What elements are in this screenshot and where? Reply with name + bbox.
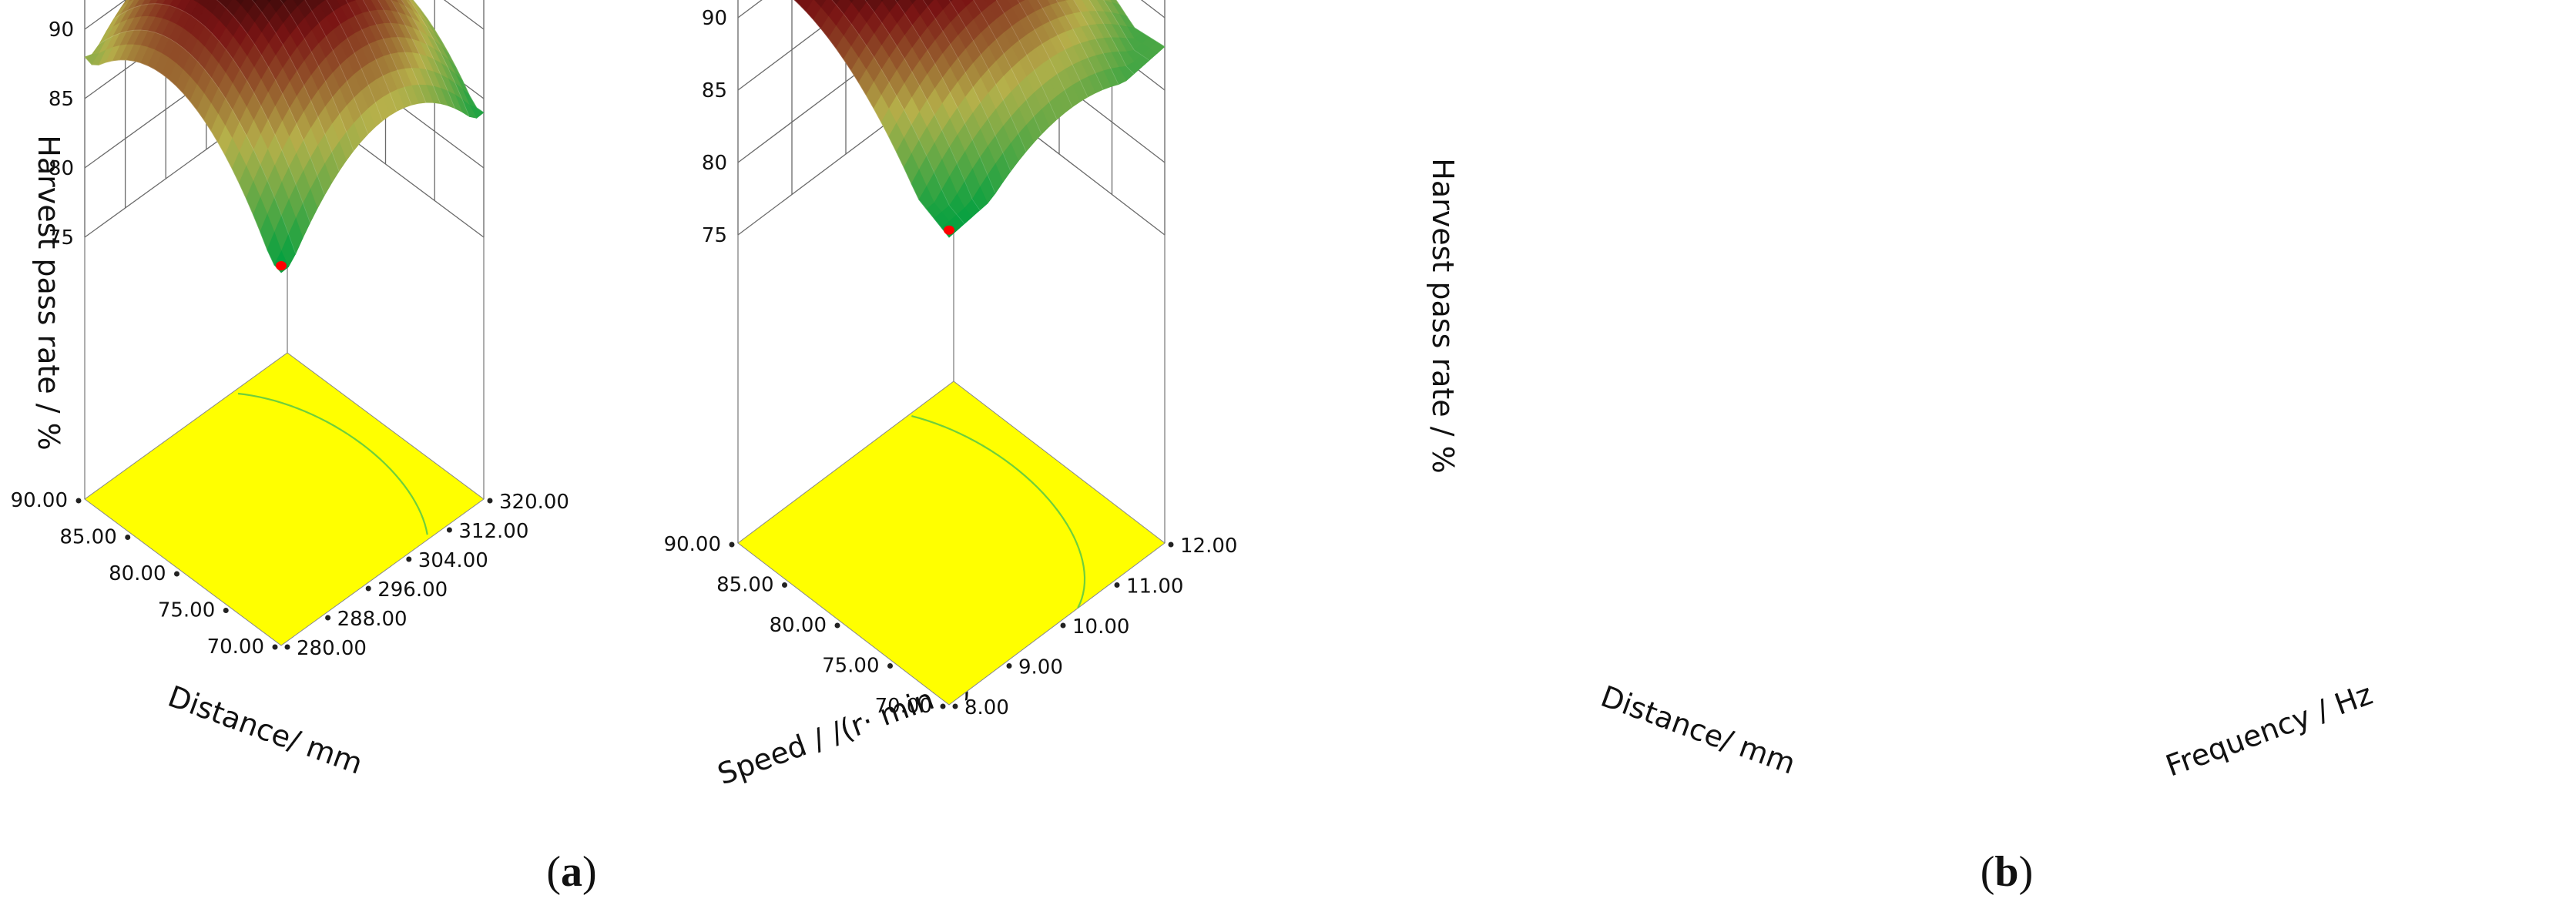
y-tick-label: 90.00 [11,489,68,512]
chart-b-ylabel: Distance/ mm [1596,679,1800,781]
x-tick-label: 320.00 [499,491,569,514]
chart-b-xlabel: Frequency / Hz [2162,677,2377,783]
x-tick-mark [406,557,411,562]
y-tick-mark [941,704,946,709]
x-tick-mark [953,704,958,709]
x-tick-label: 280.00 [297,637,367,660]
chart-b-surface [738,0,1165,237]
z-tick-label: 90 [702,7,727,30]
z-tick-label: 80 [702,152,727,175]
chart-b-contour-plane [738,381,1165,705]
x-tick-mark [1115,582,1120,588]
chart-a-caption: (a) [546,848,596,896]
z-tick-label: 90 [49,18,74,42]
y-tick-label: 75.00 [822,655,879,678]
y-tick-mark [835,623,840,629]
x-tick-label: 288.00 [337,608,408,631]
low-point [276,261,287,270]
x-tick-mark [285,645,290,650]
x-tick-label: 8.00 [964,696,1009,719]
x-tick-mark [325,615,330,621]
chart-a-zlabel: Harvest pass rate / % [32,135,65,450]
y-tick-label: 90.00 [664,533,721,556]
chart-b-caption: (b) [1981,848,2033,896]
y-tick-label: 85.00 [716,574,773,597]
y-tick-mark [125,535,130,540]
y-tick-mark [174,572,179,577]
y-tick-mark [730,542,735,548]
y-tick-mark [273,645,278,650]
chart-a: 758085909510070.0075.0080.0085.0090.0028… [11,0,975,896]
x-tick-mark [366,586,371,592]
low-point [944,226,954,235]
x-tick-label: 312.00 [458,520,528,543]
x-tick-mark [447,528,452,533]
y-tick-label: 75.00 [158,599,215,622]
x-tick-label: 9.00 [1018,656,1063,679]
x-tick-label: 10.00 [1072,615,1129,639]
x-tick-label: 12.00 [1180,535,1237,558]
chart-b: 758085909510070.0075.0080.0085.0090.008.… [664,0,2377,896]
contour-plane [85,353,484,645]
y-tick-label: 80.00 [770,614,827,637]
y-tick-label: 80.00 [109,562,166,585]
y-tick-label: 70.00 [207,635,264,659]
x-tick-mark [488,498,493,504]
y-tick-mark [76,498,82,504]
y-tick-mark [887,663,893,669]
x-tick-mark [1007,663,1012,669]
y-tick-mark [782,582,787,588]
z-tick-label: 85 [702,79,727,102]
x-tick-mark [1061,623,1066,629]
x-tick-label: 304.00 [418,549,488,572]
z-tick-label: 75 [702,224,727,247]
chart-a-contour-plane [85,353,484,645]
y-tick-label: 85.00 [59,526,116,549]
chart-a-surface [85,0,484,273]
chart-a-ylabel: Distance/ mm [163,679,367,781]
y-tick-mark [223,608,229,613]
chart-b-zlabel: Harvest pass rate / % [1426,158,1460,473]
x-tick-label: 296.00 [377,578,448,602]
z-tick-label: 85 [49,88,74,111]
x-tick-mark [1169,542,1174,548]
y-tick-label: 70.00 [875,695,932,718]
x-tick-label: 11.00 [1126,575,1183,598]
